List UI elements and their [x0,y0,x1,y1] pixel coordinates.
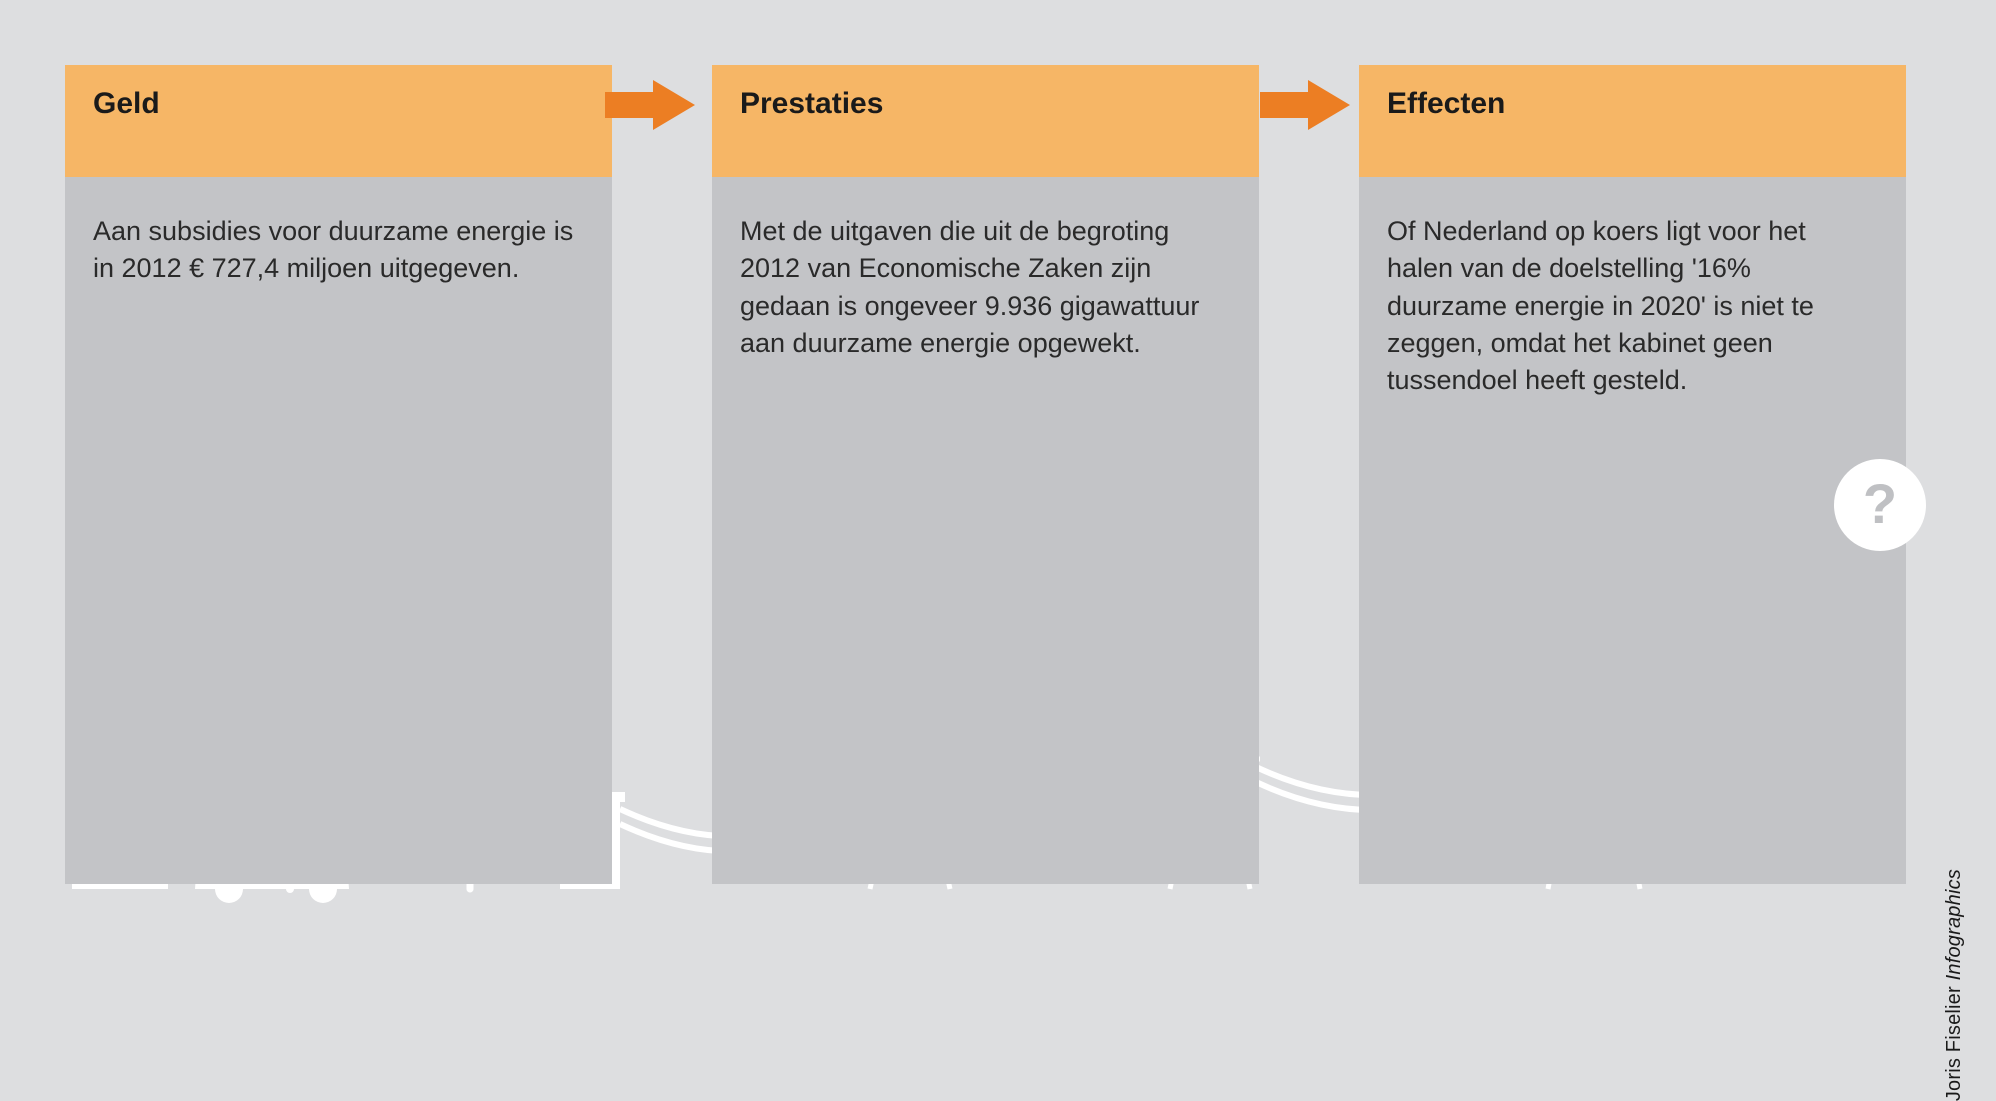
panel-header: Effecten [1359,65,1906,177]
question-mark: ? [1863,472,1897,535]
credit-suffix: Infographics [1943,869,1965,980]
question-bubble-icon: ? [1830,455,1930,560]
panel-body: Met de uitgaven die uit de begroting 201… [712,177,1259,382]
infographic-container: Geld Aan subsidies voor duurzame energie… [0,0,1996,909]
panel-effecten: Effecten Of Nederland op koers ligt voor… [1359,65,1906,884]
credit-text: Joris Fiselier Infographics [1943,869,1966,1101]
arrow-icon [1260,80,1350,130]
panel-prestaties: Prestaties Met de uitgaven die uit de be… [712,65,1259,884]
panel-header: Geld [65,65,612,177]
panel-geld: Geld Aan subsidies voor duurzame energie… [65,65,612,884]
panel-body: Of Nederland op koers ligt voor het hale… [1359,177,1906,419]
arrow-icon [605,80,695,130]
panel-body: Aan subsidies voor duurzame energie is i… [65,177,612,308]
credit-name: Joris Fiselier [1943,986,1965,1101]
panel-header: Prestaties [712,65,1259,177]
